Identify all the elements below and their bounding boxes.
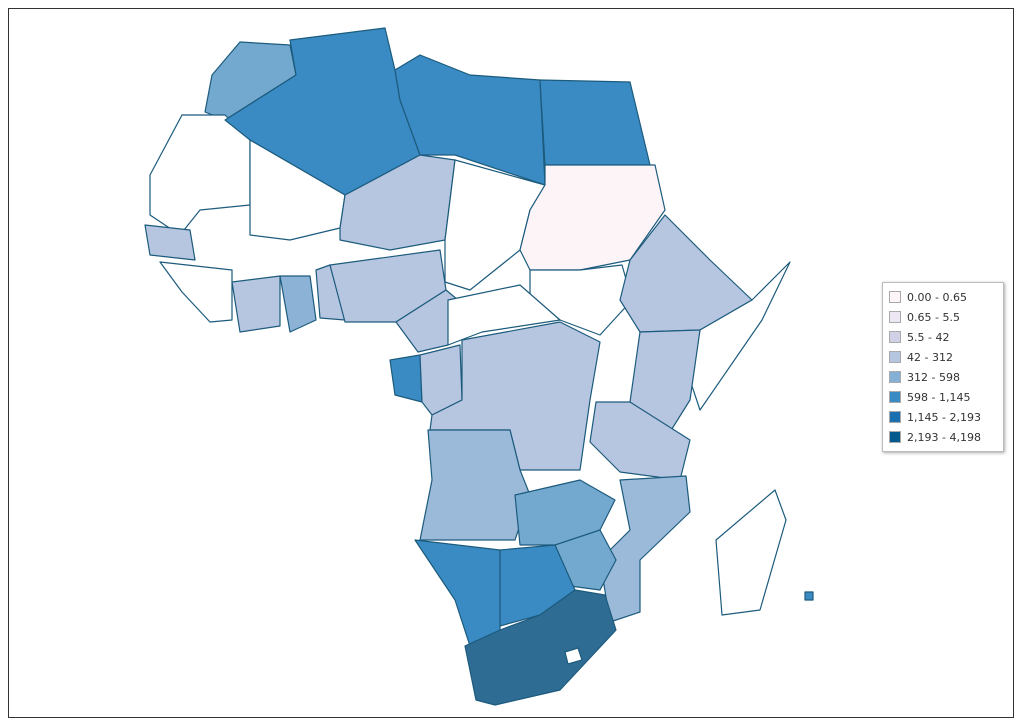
legend-swatch [889,371,901,383]
legend-label: 312 - 598 [907,370,960,384]
country [629,329,701,433]
legend-swatch [889,331,901,343]
country [564,647,583,665]
country [419,429,531,541]
legend-swatch [889,351,901,363]
legend-item: 0.00 - 0.65 [889,287,997,307]
country [539,79,651,166]
legend-label: 42 - 312 [907,350,953,364]
country [149,114,251,236]
legend: 0.00 - 0.65 0.65 - 5.5 5.5 - 42 42 - 312 312… [882,282,1004,452]
legend-label: 5.5 - 42 [907,330,950,344]
country [389,354,423,403]
country [144,224,196,261]
country [599,475,691,623]
legend-item: 312 - 598 [889,367,997,387]
country [519,164,666,271]
legend-swatch [889,311,901,323]
legend-swatch [889,291,901,303]
legend-swatch [889,431,901,443]
country [715,489,787,616]
country [339,154,456,251]
legend-item: 2,193 - 4,198 [889,427,997,447]
country [464,589,617,706]
legend-swatch [889,391,901,403]
country [159,261,233,323]
country [447,284,561,346]
country [804,591,814,601]
country [279,275,317,333]
country [231,275,281,333]
legend-item: 0.65 - 5.5 [889,307,997,327]
legend-label: 598 - 1,145 [907,390,971,404]
legend-swatch [889,411,901,423]
legend-label: 0.00 - 0.65 [907,290,967,304]
map-frame [8,8,1014,718]
legend-item: 598 - 1,145 [889,387,997,407]
country [414,539,501,647]
legend-label: 2,193 - 4,198 [907,430,981,444]
legend-item: 1,145 - 2,193 [889,407,997,427]
legend-label: 1,145 - 2,193 [907,410,981,424]
legend-item: 42 - 312 [889,347,997,367]
legend-item: 5.5 - 42 [889,327,997,347]
legend-label: 0.65 - 5.5 [907,310,960,324]
